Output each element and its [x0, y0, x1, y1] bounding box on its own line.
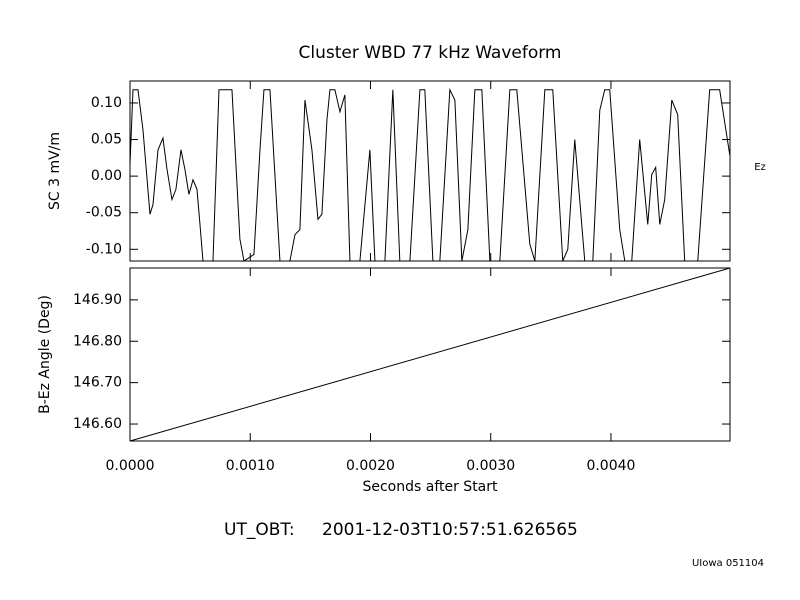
x-tick-label: 0.0020	[346, 458, 395, 474]
y-axis-label: SC 3 mV/m	[47, 132, 63, 210]
y-axis-label: B-Ez Angle (Deg)	[37, 295, 53, 414]
y-tick-label: 146.70	[73, 375, 122, 391]
x-tick-label: 0.0010	[226, 458, 275, 474]
credit: UIowa 051104	[692, 558, 764, 569]
plot-frame	[129, 80, 731, 262]
plot-frame	[129, 267, 731, 442]
y-tick-label: 0.05	[91, 132, 122, 148]
x-tick-label: 0.0000	[106, 458, 155, 474]
y-tick-label: 146.90	[73, 292, 122, 308]
y-tick-label: 0.00	[91, 168, 122, 184]
series-label: Ez	[754, 162, 766, 173]
x-axis-label: Seconds after Start	[362, 479, 498, 495]
y-tick-label: 0.10	[91, 95, 122, 111]
y-tick-label: 146.80	[73, 333, 122, 349]
y-tick-label: 146.60	[73, 416, 122, 432]
x-tick-label: 0.0030	[466, 458, 515, 474]
y-tick-label: -0.05	[86, 205, 122, 221]
y-tick-label: -0.10	[86, 241, 122, 257]
timestamp: 2001-12-03T10:57:51.626565	[322, 520, 578, 540]
waveform-line	[129, 267, 731, 442]
timestamp-label: UT_OBT:	[224, 520, 295, 540]
x-tick-label: 0.0040	[586, 458, 635, 474]
waveform-line	[129, 87, 731, 262]
chart-title: Cluster WBD 77 kHz Waveform	[299, 43, 562, 63]
